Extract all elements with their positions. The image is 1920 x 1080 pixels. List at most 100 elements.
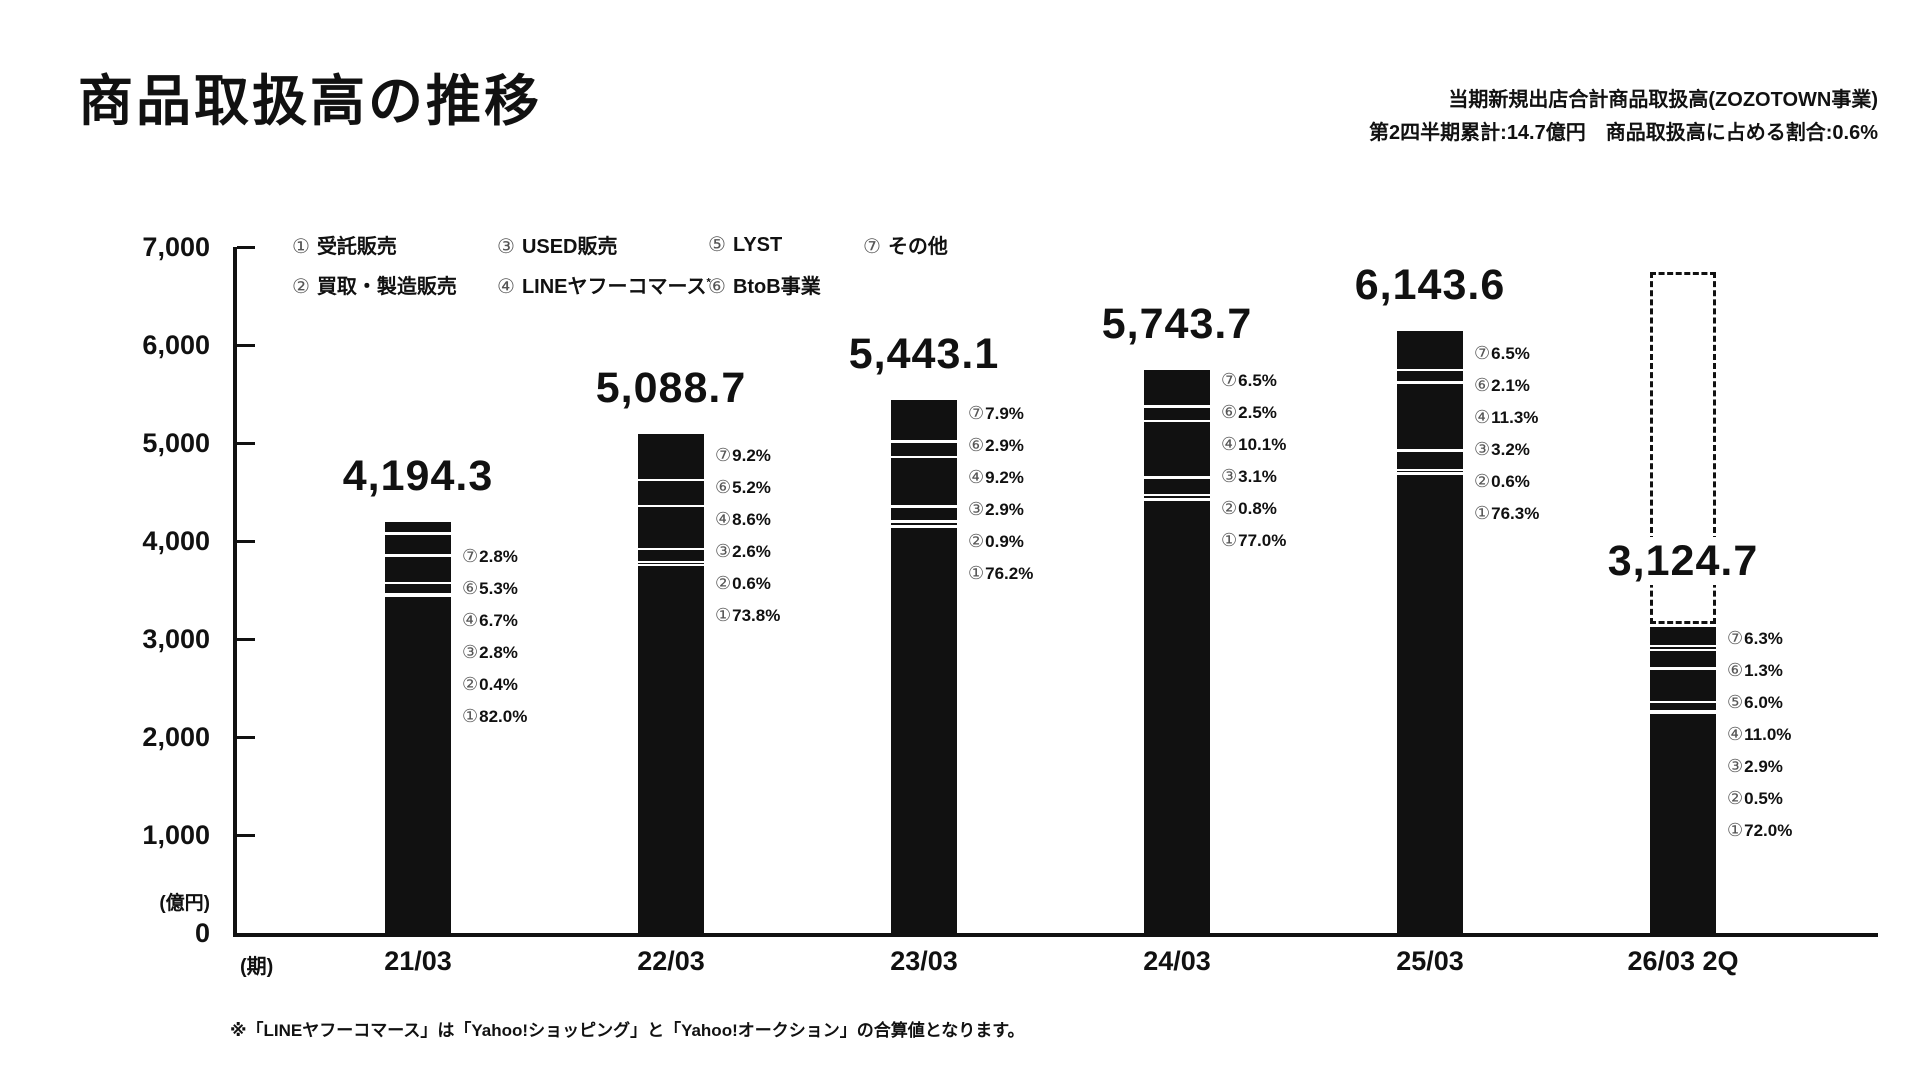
segment-annotation: ②0.4% [462, 673, 518, 694]
segment-separator [891, 520, 957, 523]
segment-annotation: ①76.2% [968, 562, 1034, 583]
annotation-circled-number: ① [1474, 502, 1491, 523]
legend-item: ④ LINEヤフーコマース* [497, 275, 711, 298]
segment-separator [1397, 449, 1463, 452]
legend-circled-number: ③ [497, 235, 515, 258]
segment-separator [638, 563, 704, 567]
y-axis-tick-label: 5,000 [142, 428, 210, 458]
x-axis-category-label: 24/03 [1143, 946, 1211, 976]
segment-annotation: ⑥1.3% [1727, 659, 1783, 680]
bar-total-label: 4,194.3 [342, 451, 494, 500]
annotation-circled-number: ③ [968, 498, 985, 519]
stacked-bar [638, 434, 704, 933]
segment-separator [638, 560, 704, 564]
segment-separator [1144, 476, 1210, 479]
bar-total-label: 5,088.7 [595, 364, 747, 413]
legend-item: ⑦ その他 [863, 235, 948, 258]
segment-separator [385, 581, 451, 585]
annotation-circled-number: ⑦ [1474, 342, 1491, 363]
annotation-circled-number: ⑦ [1221, 370, 1238, 391]
annotation-circled-number: ① [1221, 530, 1238, 551]
x-axis-category-label: 21/03 [384, 946, 452, 976]
legend-circled-number: ① [292, 235, 310, 258]
y-axis-tick-label: 0 [194, 918, 210, 948]
y-axis-line [233, 247, 237, 937]
segment-separator [1650, 667, 1716, 670]
segment-annotation: ①73.8% [715, 605, 781, 626]
segment-annotation: ⑦2.8% [462, 545, 518, 566]
chart-legend: ① 受託販売 ② 買取・製造販売 ③ USED販売 ④ LINEヤフーコマース* ⑤ LYST ⑥ B… [292, 224, 948, 304]
segment-annotation: ③2.9% [968, 498, 1024, 519]
segment-separator [638, 504, 704, 508]
legend-item: ② 買取・製造販売 [292, 275, 457, 298]
segment-separator [385, 594, 451, 598]
segment-annotation: ⑥2.5% [1221, 402, 1277, 423]
y-axis-tick-mark [237, 245, 255, 249]
segment-annotation: ③2.6% [715, 541, 771, 562]
annotation-circled-number: ② [1727, 787, 1744, 808]
annotation-circled-number: ④ [1474, 406, 1491, 427]
segment-annotation: ⑥5.3% [462, 577, 518, 598]
y-axis-tick-mark [237, 833, 255, 837]
annotation-circled-number: ④ [1221, 434, 1238, 455]
segment-separator [891, 505, 957, 508]
bar-total-label: 3,124.7 [1599, 536, 1767, 585]
segment-separator [1397, 472, 1463, 475]
segment-separator [1397, 468, 1463, 472]
annotation-circled-number: ⑥ [462, 577, 479, 598]
segment-separator [1650, 644, 1716, 648]
segment-annotation: ⑥2.9% [968, 434, 1024, 455]
y-axis-tick-label: 6,000 [142, 330, 210, 360]
y-axis-tick-label: 7,000 [142, 232, 210, 262]
header-note-line2: 第2四半期累計:14.7億円 商品取扱高に占める割合:0.6% [1369, 122, 1878, 144]
x-axis-category-label: 23/03 [890, 946, 958, 976]
annotation-circled-number: ⑥ [968, 434, 985, 455]
annotation-circled-number: ① [715, 605, 732, 626]
annotation-circled-number: ① [1727, 819, 1744, 840]
segment-separator [1650, 648, 1716, 652]
annotation-circled-number: ② [968, 530, 985, 551]
stacked-bar [1397, 330, 1463, 933]
segment-separator [1650, 700, 1716, 704]
annotation-circled-number: ④ [968, 466, 985, 487]
legend-circled-number: ⑤ [708, 233, 726, 256]
bar-total-label: 6,143.6 [1354, 260, 1506, 309]
annotation-circled-number: ② [1221, 498, 1238, 519]
segment-separator [385, 532, 451, 535]
legend-item: ③ USED販売 [497, 235, 618, 258]
y-axis-tick-label: 3,000 [142, 624, 210, 654]
legend-item: ⑤ LYST [708, 233, 783, 256]
y-axis-tick-mark [237, 735, 255, 739]
y-axis-tick-mark [237, 637, 255, 641]
segment-separator [891, 440, 957, 443]
segment-separator [1144, 498, 1210, 501]
segment-separator [891, 525, 957, 528]
segment-annotation: ①76.3% [1474, 502, 1540, 523]
segment-annotation: ④8.6% [715, 509, 771, 530]
segment-separator [638, 547, 704, 551]
legend-circled-number: ② [292, 275, 310, 298]
annotation-circled-number: ① [462, 705, 479, 726]
header-note: 当期新規出店合計商品取扱高(ZOZOTOWN事業) 第2四半期累計:14.7億円… [1369, 84, 1878, 150]
segment-annotation: ⑦7.9% [968, 402, 1024, 423]
y-axis-unit-label: (億円) [159, 893, 210, 914]
stacked-bar [891, 399, 957, 933]
segment-separator [891, 455, 957, 459]
annotation-circled-number: ⑦ [1727, 627, 1744, 648]
annotation-circled-number: ⑦ [715, 445, 732, 466]
segment-annotation: ⑦6.5% [1221, 370, 1277, 391]
segment-separator [1397, 368, 1463, 372]
y-axis-tick-label: 2,000 [142, 722, 210, 752]
annotation-circled-number: ④ [462, 609, 479, 630]
annotation-circled-number: ③ [715, 541, 732, 562]
segment-annotation: ①72.0% [1727, 819, 1793, 840]
segment-annotation: ④6.7% [462, 609, 518, 630]
segment-separator [1397, 381, 1463, 384]
annotation-circled-number: ① [968, 562, 985, 583]
footnote: ※「LINEヤフーコマース」は「Yahoo!ショッピング」と「Yahoo!オーク… [230, 1021, 1025, 1040]
page-title: 商品取扱高の推移 [78, 70, 543, 132]
x-axis-category-label: 25/03 [1396, 946, 1464, 976]
segment-annotation: ⑥2.1% [1474, 374, 1530, 395]
y-axis-tick-mark [237, 343, 255, 347]
annotation-circled-number: ② [715, 573, 732, 594]
